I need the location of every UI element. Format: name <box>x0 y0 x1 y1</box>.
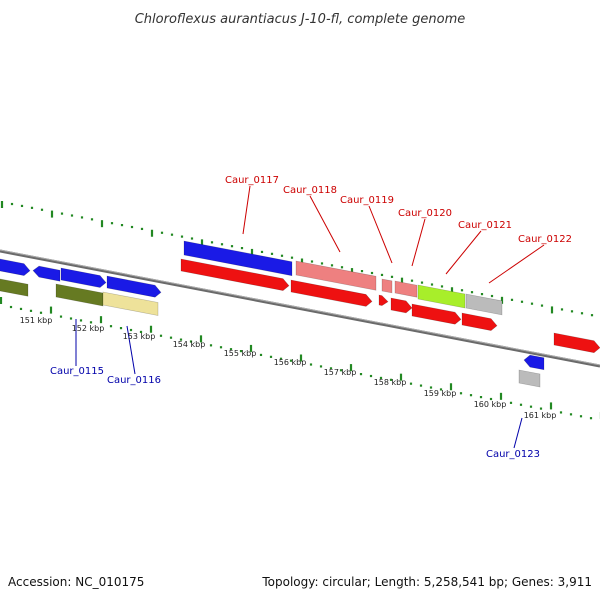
kbp-label: 152 kbp <box>72 324 105 333</box>
outer-tick-marks <box>0 201 594 317</box>
gene-glyph <box>180 258 290 291</box>
kbp-label: 160 kbp <box>474 400 507 409</box>
label-leader <box>242 185 251 235</box>
label-leader <box>488 244 545 284</box>
gene-label[interactable]: Caur_0119 <box>340 195 394 206</box>
gene-glyph <box>102 291 159 316</box>
label-leader <box>309 195 341 253</box>
gene-glyph <box>381 278 393 294</box>
label-leader <box>445 230 482 275</box>
kbp-label: 161 kbp <box>524 411 557 420</box>
kbp-label: 156 kbp <box>274 358 307 367</box>
kbp-label: 151 kbp <box>20 316 53 325</box>
gene-glyph <box>295 260 377 291</box>
gene-glyph <box>290 279 373 307</box>
label-leader <box>513 417 523 449</box>
gene-features <box>0 240 600 388</box>
label-leader <box>368 205 393 264</box>
gene-glyph <box>518 369 541 388</box>
map-title: Chloroflexus aurantiacus J-10-fl, comple… <box>135 12 466 27</box>
kbp-label: 158 kbp <box>374 378 407 387</box>
gene-glyph <box>461 312 498 331</box>
gene-glyph <box>60 267 107 288</box>
kbp-label: 153 kbp <box>123 332 156 341</box>
gene-label[interactable]: Caur_0115 <box>50 366 104 377</box>
position-labels: 151 kbp 152 kbp 153 kbp 154 kbp 155 kbp … <box>20 316 557 420</box>
gene-glyph <box>465 293 503 316</box>
gene-glyph <box>106 275 162 298</box>
label-leader <box>411 218 426 267</box>
lower-gene-labels: Caur_0115 Caur_0116 Caur_0123 <box>50 366 540 460</box>
upper-gene-labels: Caur_0117 Caur_0118 Caur_0119 Caur_0120 … <box>225 175 572 245</box>
gene-glyph <box>553 332 600 354</box>
genome-backbone <box>0 249 600 368</box>
kbp-label: 155 kbp <box>224 349 257 358</box>
gene-glyph <box>183 240 293 277</box>
gene-label[interactable]: Caur_0121 <box>458 220 512 231</box>
gene-glyph <box>390 297 413 314</box>
gene-glyph <box>523 354 545 371</box>
gene-glyph <box>411 303 462 325</box>
gene-glyph <box>0 278 29 297</box>
gene-glyph <box>32 265 61 282</box>
label-leader <box>126 325 136 375</box>
label-leader-lines <box>75 185 545 449</box>
kbp-label: 154 kbp <box>173 340 206 349</box>
gene-label[interactable]: Caur_0117 <box>225 175 279 186</box>
gene-glyph <box>55 283 104 307</box>
gene-label[interactable]: Caur_0122 <box>518 234 572 245</box>
genome-summary: Topology: circular; Length: 5,258,541 bp… <box>261 575 592 589</box>
gene-label[interactable]: Caur_0120 <box>398 208 452 219</box>
gene-glyph <box>394 280 418 298</box>
gene-label[interactable]: Caur_0123 <box>486 449 540 460</box>
gene-label[interactable]: Caur_0116 <box>107 375 161 386</box>
gene-label[interactable]: Caur_0118 <box>283 185 337 196</box>
gene-glyph <box>378 294 389 306</box>
gene-glyph <box>0 258 31 276</box>
inner-tick-marks <box>0 297 600 420</box>
kbp-label: 159 kbp <box>424 389 457 398</box>
gene-glyph <box>417 284 466 309</box>
kbp-label: 157 kbp <box>324 368 357 377</box>
accession-text: Accession: NC_010175 <box>8 575 144 589</box>
